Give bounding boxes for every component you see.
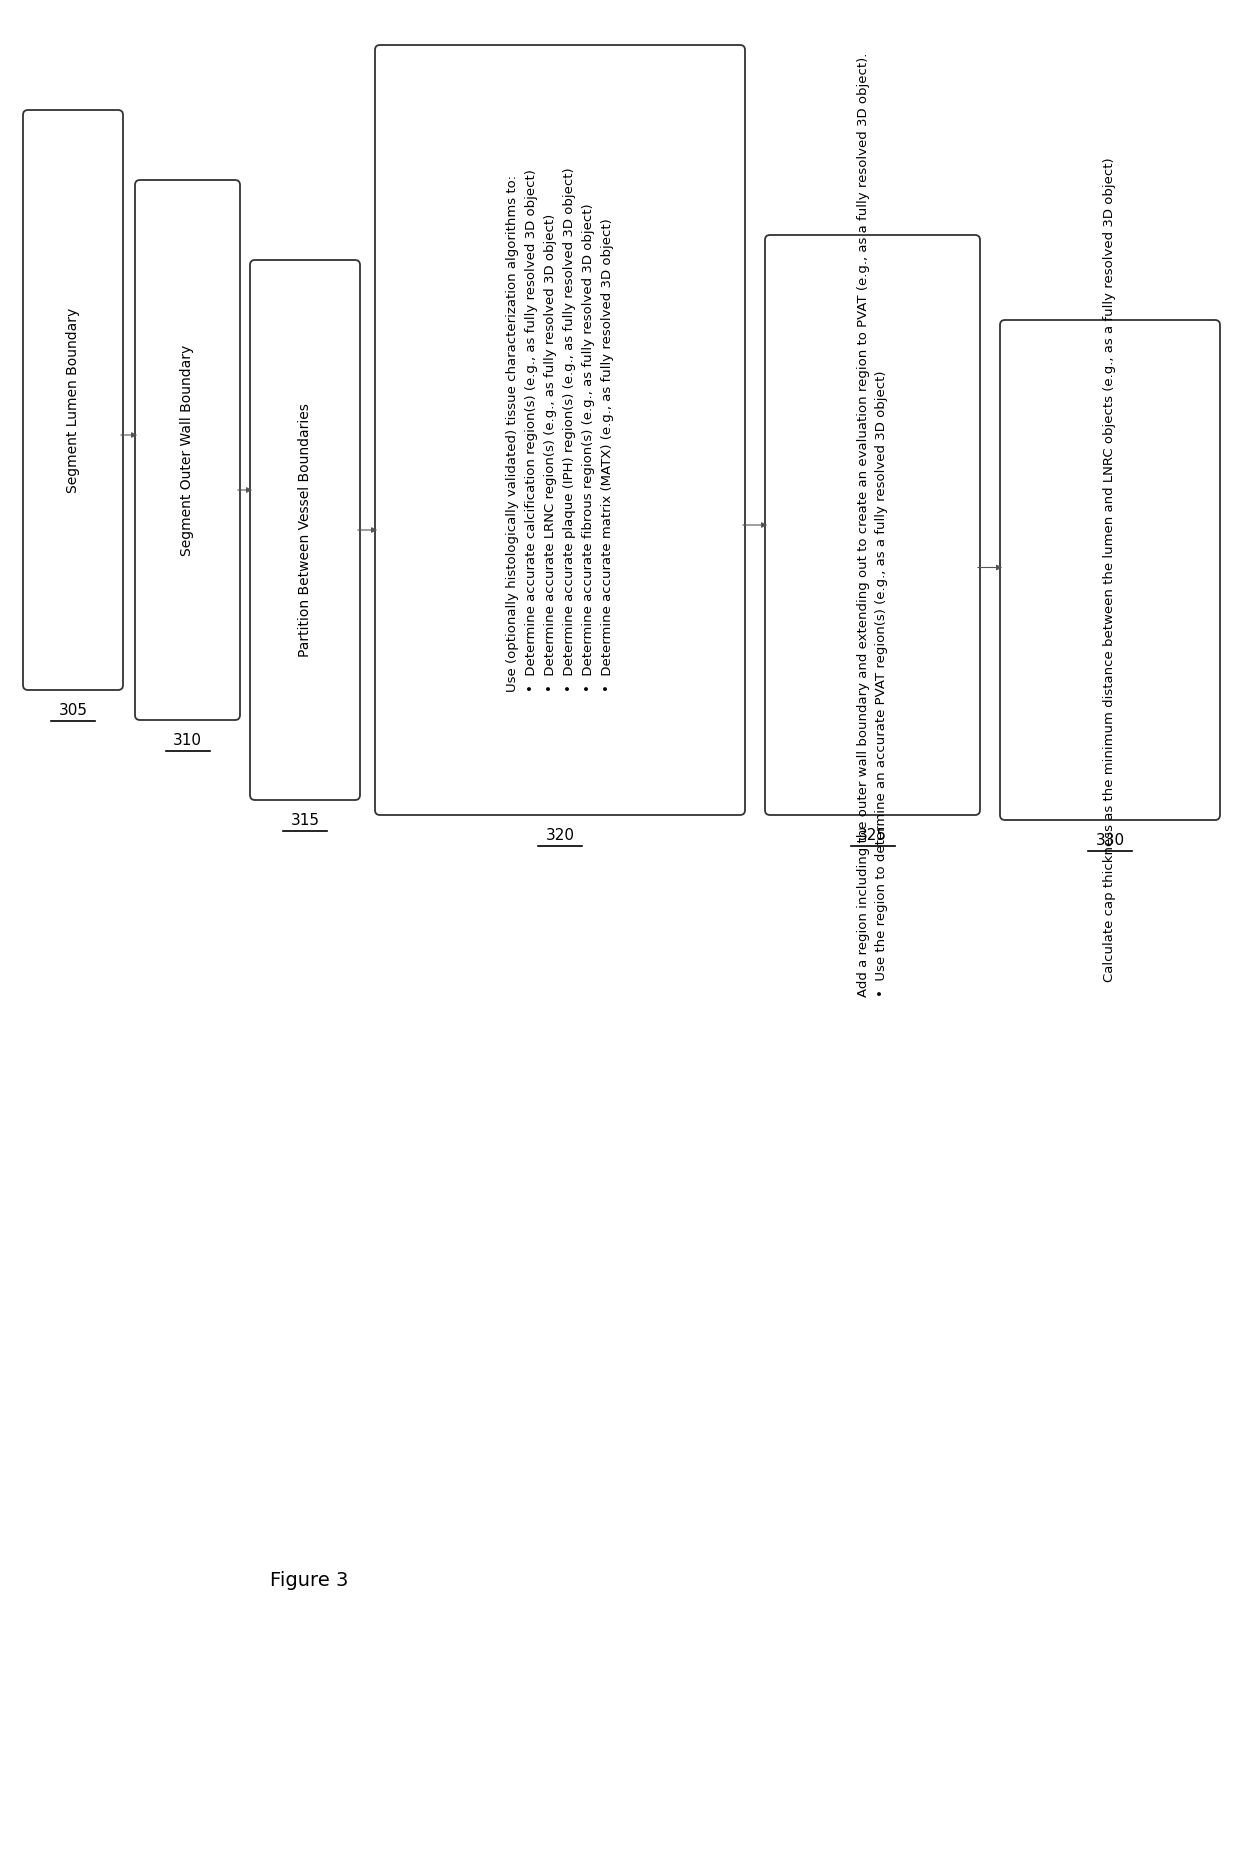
- Text: 325: 325: [858, 828, 887, 843]
- FancyBboxPatch shape: [135, 180, 241, 721]
- FancyBboxPatch shape: [999, 319, 1220, 821]
- Text: Segment Outer Wall Boundary: Segment Outer Wall Boundary: [181, 344, 195, 555]
- Text: 315: 315: [290, 813, 320, 828]
- Text: Use (optionally histologically validated) tissue characterization algorithms to:: Use (optionally histologically validated…: [506, 167, 614, 693]
- Text: Segment Lumen Boundary: Segment Lumen Boundary: [66, 308, 81, 492]
- Text: 320: 320: [546, 828, 574, 843]
- Text: Add a region including the outer wall boundary and extending out to create an ev: Add a region including the outer wall bo…: [857, 52, 889, 997]
- Text: 305: 305: [58, 704, 88, 719]
- FancyBboxPatch shape: [250, 260, 360, 800]
- Text: Calculate cap thickness as the minimum distance between the lumen and LNRC objec: Calculate cap thickness as the minimum d…: [1104, 158, 1116, 982]
- FancyBboxPatch shape: [765, 236, 980, 815]
- Text: Partition Between Vessel Boundaries: Partition Between Vessel Boundaries: [298, 403, 312, 657]
- Text: 330: 330: [1095, 834, 1125, 849]
- Text: 310: 310: [174, 734, 202, 748]
- FancyBboxPatch shape: [374, 45, 745, 815]
- Text: Figure 3: Figure 3: [270, 1571, 348, 1590]
- FancyBboxPatch shape: [24, 110, 123, 691]
